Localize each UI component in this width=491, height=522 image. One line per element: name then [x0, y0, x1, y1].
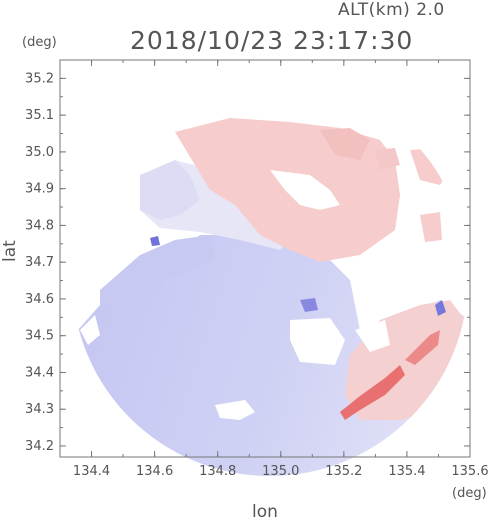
no-echo-center-east — [290, 318, 345, 365]
x-tick-label: 135.4 — [388, 464, 425, 479]
altitude-label: ALT(km) 2.0 — [338, 0, 445, 20]
y-tick-label: 34.3 — [25, 402, 54, 417]
x-tick-label: 135.6 — [451, 464, 488, 479]
x-unit-label: (deg) — [452, 486, 487, 501]
y-tick-label: 34.5 — [25, 329, 54, 344]
x-tick-label: 134.6 — [136, 464, 173, 479]
no-echo-south — [215, 400, 255, 420]
echo-north-patch — [320, 128, 370, 160]
no-echo-northeast — [270, 170, 340, 210]
echo-blue-west — [100, 235, 215, 310]
y-tick-label: 35.1 — [25, 108, 54, 123]
y-tick-label: 34.8 — [25, 218, 54, 233]
strong-positive-streak — [340, 365, 405, 420]
x-tick-label: 134.8 — [199, 464, 236, 479]
x-tick-label: 135.2 — [325, 464, 362, 479]
y-tick-label: 34.9 — [25, 182, 54, 197]
echo-field — [72, 118, 468, 476]
y-tick-label: 35.0 — [25, 145, 54, 160]
x-tick-label: 134.4 — [73, 464, 110, 479]
y-unit-label: (deg) — [22, 35, 57, 50]
timestamp-title: 2018/10/23 23:17:30 — [130, 26, 414, 55]
strong-positive-streak-2 — [405, 330, 440, 365]
x-axis-label: lon — [252, 502, 278, 522]
echo-east-patch — [410, 148, 450, 185]
no-echo-east — [355, 320, 390, 352]
echo-blue-dot-east — [435, 300, 446, 316]
echo-blue-streak — [300, 298, 318, 312]
axis-ticks: 34.2 34.3 34.4 34.5 34.6 34.7 34.8 34.9 35.0 35.1… — [25, 59, 489, 479]
y-tick-label: 35.2 — [25, 71, 54, 86]
x-tick-label: 135.0 — [262, 464, 299, 479]
y-tick-label: 34.6 — [25, 292, 54, 307]
echo-east-edge — [420, 212, 442, 242]
y-tick-label: 34.2 — [25, 439, 54, 454]
echo-blue-dot — [150, 236, 160, 246]
echo-east-small — [375, 148, 400, 170]
y-tick-label: 34.4 — [25, 365, 54, 380]
y-tick-label: 34.7 — [25, 255, 54, 270]
echo-west-blue — [140, 160, 200, 220]
no-echo-west-gap — [80, 315, 100, 345]
plot-frame — [59, 59, 471, 458]
